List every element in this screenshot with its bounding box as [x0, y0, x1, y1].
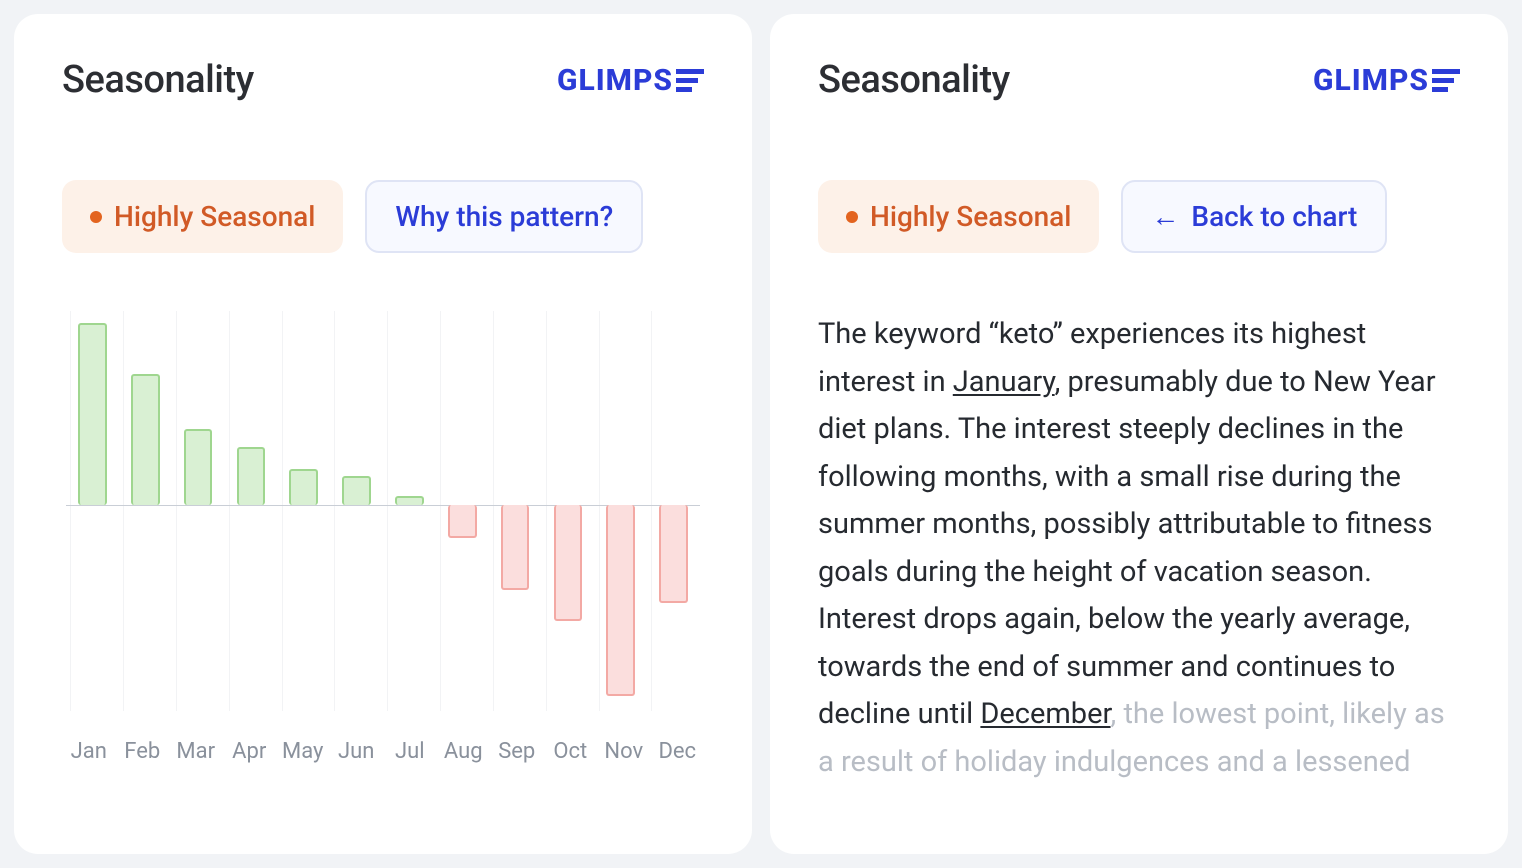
- grid-line: [334, 311, 335, 711]
- card-title: Seasonality: [62, 58, 254, 102]
- grid-line: [282, 311, 283, 711]
- grid-line: [651, 311, 652, 711]
- grid-line: [546, 311, 547, 711]
- explain-span-underline: January: [953, 365, 1055, 399]
- chart-bar: [184, 429, 213, 505]
- seasonal-badge-label: Highly Seasonal: [114, 200, 315, 233]
- chart-bar: [501, 505, 530, 590]
- chart-labels-row: JanFebMarAprMayJunJulAugSepOctNovDec: [62, 739, 704, 764]
- brand-bars-icon: [1432, 69, 1460, 92]
- grid-line: [123, 311, 124, 711]
- arrow-left-icon: ←: [1151, 203, 1179, 231]
- status-dot-icon: [846, 211, 858, 223]
- month-label: Mar: [169, 739, 223, 764]
- chart-bar: [606, 505, 635, 696]
- status-dot-icon: [90, 211, 102, 223]
- explain-span-underline: December: [980, 697, 1110, 731]
- brand-name: GLIMPS: [1313, 63, 1429, 98]
- month-label: Aug: [437, 739, 491, 764]
- brand-logo: GLIMPS: [557, 63, 704, 98]
- brand-name: GLIMPS: [557, 63, 673, 98]
- back-to-chart-button[interactable]: ← Back to chart: [1121, 180, 1387, 253]
- seasonal-badge: Highly Seasonal: [62, 180, 343, 253]
- explain-span: , presumably due to New Year diet plans.…: [818, 365, 1436, 732]
- chart-bar: [554, 505, 583, 621]
- chart-bar: [289, 469, 318, 505]
- chart-bar: [342, 476, 371, 505]
- grid-line: [440, 311, 441, 711]
- baseline: [66, 505, 700, 506]
- grid-line: [229, 311, 230, 711]
- month-label: Feb: [116, 739, 170, 764]
- seasonality-explain-card: Seasonality GLIMPS Highly Seasonal ← Bac…: [770, 14, 1508, 854]
- seasonality-chart-card: Seasonality GLIMPS Highly Seasonal Why t…: [14, 14, 752, 854]
- badge-row: Highly Seasonal ← Back to chart: [818, 180, 1460, 253]
- chart-bar: [448, 505, 477, 538]
- card-header: Seasonality GLIMPS: [818, 58, 1460, 102]
- grid-line: [70, 311, 71, 711]
- card-title: Seasonality: [818, 58, 1010, 102]
- badge-row: Highly Seasonal Why this pattern?: [62, 180, 704, 253]
- seasonal-badge: Highly Seasonal: [818, 180, 1099, 253]
- month-label: May: [276, 739, 330, 764]
- why-pattern-button[interactable]: Why this pattern?: [365, 180, 643, 253]
- chart-bar: [395, 496, 424, 505]
- explanation-text: The keyword “keto” experiences its highe…: [818, 311, 1460, 786]
- chart-bar: [131, 374, 160, 505]
- month-label: Nov: [597, 739, 651, 764]
- month-label: Sep: [490, 739, 544, 764]
- back-to-chart-label: Back to chart: [1191, 200, 1357, 233]
- month-label: Oct: [544, 739, 598, 764]
- chart-area: [66, 311, 700, 711]
- month-label: Jul: [383, 739, 437, 764]
- chart-container: JanFebMarAprMayJunJulAugSepOctNovDec: [62, 311, 704, 814]
- seasonal-badge-label: Highly Seasonal: [870, 200, 1071, 233]
- card-header: Seasonality GLIMPS: [62, 58, 704, 102]
- brand-bars-icon: [676, 69, 704, 92]
- grid-line: [599, 311, 600, 711]
- chart-bar: [237, 447, 266, 505]
- why-pattern-label: Why this pattern?: [395, 200, 613, 233]
- month-label: Dec: [651, 739, 705, 764]
- month-label: Apr: [223, 739, 277, 764]
- brand-logo: GLIMPS: [1313, 63, 1460, 98]
- grid-line: [493, 311, 494, 711]
- grid-line: [387, 311, 388, 711]
- chart-bar: [78, 323, 107, 505]
- month-label: Jan: [62, 739, 116, 764]
- month-label: Jun: [330, 739, 384, 764]
- grid-line: [176, 311, 177, 711]
- chart-bar: [659, 505, 688, 603]
